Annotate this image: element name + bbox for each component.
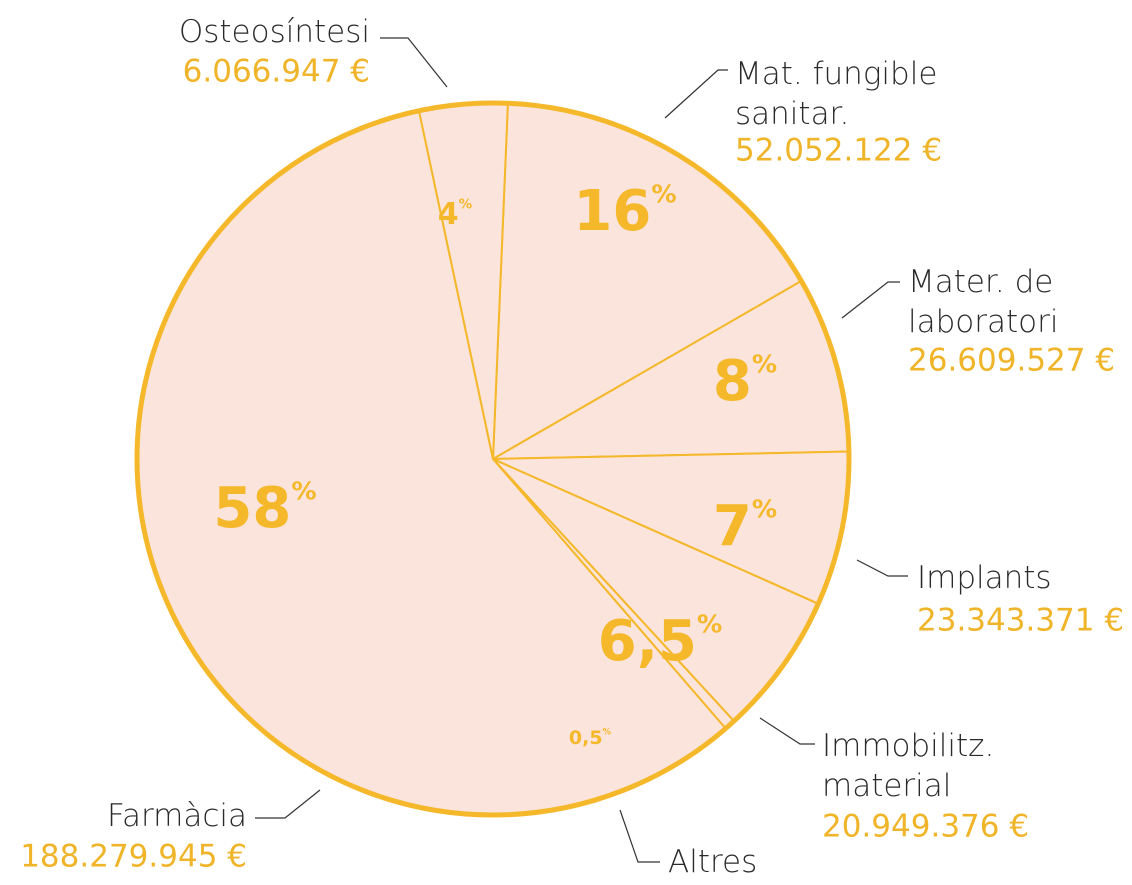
leader-line xyxy=(841,281,900,319)
value-label: 4% xyxy=(438,197,473,232)
value-label: 8% xyxy=(713,349,777,414)
amount-label: 26.609.527 € xyxy=(908,343,1115,379)
amount-label: 20.949.376 € xyxy=(822,809,1029,845)
value-label: 7% xyxy=(713,494,777,559)
leader-line xyxy=(619,809,660,863)
category-label: Mater. de laboratori xyxy=(908,264,1058,340)
category-label: Osteosíntesi xyxy=(179,14,370,50)
category-label: Implants xyxy=(917,560,1052,596)
leader-line xyxy=(255,789,321,819)
leader-line xyxy=(759,717,815,745)
category-label: Immobilitz. material xyxy=(822,728,994,804)
leader-line xyxy=(380,37,448,88)
category-label: Farmàcia xyxy=(107,798,247,834)
category-label: Mat. fungible sanitar. xyxy=(735,56,937,132)
amount-label: 52.052.122 € xyxy=(735,133,942,169)
amount-label: 6.066.947 € xyxy=(183,54,370,90)
value-label: 58% xyxy=(213,476,316,541)
amount-label: 188.279.945 € xyxy=(20,839,247,875)
value-label: 16% xyxy=(573,179,676,244)
amount-label: 23.343.371 € xyxy=(917,603,1124,639)
category-label: Altres xyxy=(668,844,757,880)
value-label: 6,5% xyxy=(598,609,722,674)
leader-line xyxy=(856,559,908,577)
pie-outline xyxy=(134,100,852,818)
value-label: 0,5% xyxy=(569,727,612,749)
leader-line xyxy=(664,69,728,119)
